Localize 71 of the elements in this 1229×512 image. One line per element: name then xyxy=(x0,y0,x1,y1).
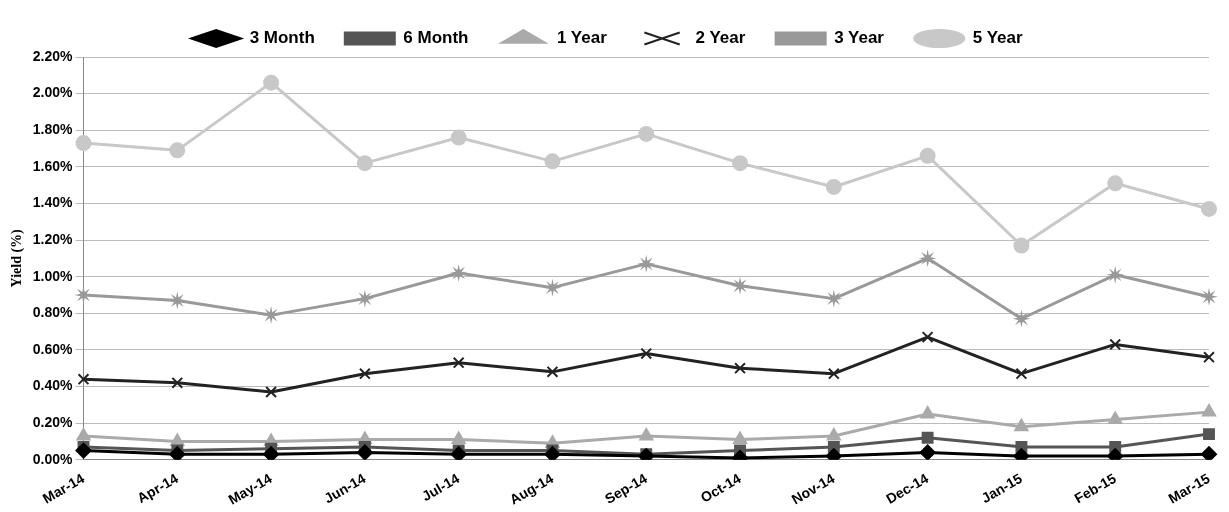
point xyxy=(1201,404,1217,417)
point xyxy=(452,356,465,369)
y-tick-label: 1.80% xyxy=(32,121,74,138)
point xyxy=(1106,265,1125,284)
point xyxy=(638,125,655,142)
point xyxy=(921,431,934,444)
point xyxy=(171,376,184,389)
y-tick-label: 0.20% xyxy=(32,413,74,430)
point xyxy=(734,362,746,375)
legend-label: 6 Month xyxy=(403,28,469,48)
point xyxy=(169,142,186,159)
point xyxy=(921,331,934,344)
point xyxy=(1109,338,1122,351)
y-tick-label: 0.60% xyxy=(32,340,74,357)
point xyxy=(356,155,373,172)
point xyxy=(639,427,654,441)
point xyxy=(546,365,559,378)
point xyxy=(1013,237,1030,254)
point xyxy=(263,74,280,91)
y-tick-label: 1.00% xyxy=(32,267,74,284)
point xyxy=(76,427,91,441)
point xyxy=(262,306,281,325)
point xyxy=(637,254,656,273)
point xyxy=(451,431,466,445)
legend-label: 3 Month xyxy=(249,28,315,48)
y-tick-label: 0.40% xyxy=(32,377,74,394)
legend-label: 3 Year xyxy=(834,28,885,48)
point xyxy=(918,249,937,268)
point xyxy=(1203,428,1215,441)
point xyxy=(1203,351,1215,364)
point xyxy=(449,264,468,282)
point xyxy=(1201,446,1217,460)
point xyxy=(356,444,373,460)
point xyxy=(1201,200,1217,217)
point xyxy=(75,442,92,459)
point xyxy=(355,289,374,308)
y-tick-label: 0.00% xyxy=(32,450,74,467)
point xyxy=(75,135,92,152)
point xyxy=(1108,411,1123,424)
point xyxy=(732,155,749,172)
point xyxy=(1015,367,1028,380)
point xyxy=(543,278,562,297)
point xyxy=(544,153,561,170)
legend-label: 5 Year xyxy=(972,28,1023,48)
point xyxy=(170,433,185,446)
y-tick-label: 2.00% xyxy=(32,84,74,101)
y-tick-label: 0.80% xyxy=(32,304,74,321)
point xyxy=(732,431,748,445)
point xyxy=(827,367,840,380)
point xyxy=(920,405,935,419)
point xyxy=(1012,309,1031,328)
point xyxy=(919,444,936,460)
y-tick-label: 1.20% xyxy=(32,230,74,247)
point xyxy=(358,367,371,380)
point xyxy=(640,347,653,360)
y-tick-label: 1.60% xyxy=(32,157,74,174)
point xyxy=(1014,418,1029,432)
legend-label: 1 Year xyxy=(556,28,608,48)
point xyxy=(826,427,841,441)
point xyxy=(265,386,278,398)
legend-label: 2 Year xyxy=(695,28,746,48)
y-axis-title: Yield (%) xyxy=(9,228,26,288)
point xyxy=(263,446,280,460)
point xyxy=(731,276,750,295)
point xyxy=(450,129,467,146)
point xyxy=(1200,287,1218,306)
y-tick-label: 2.20% xyxy=(32,47,74,64)
point xyxy=(825,178,842,195)
y-tick-label: 1.40% xyxy=(32,194,74,211)
point xyxy=(1107,175,1124,192)
point xyxy=(919,147,936,164)
